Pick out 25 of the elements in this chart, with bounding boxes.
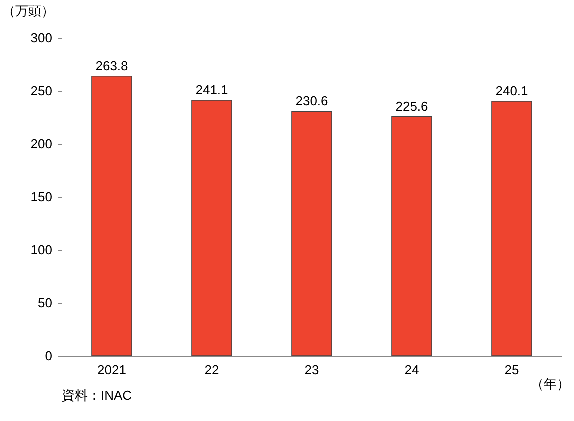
y-tick-label: 250 bbox=[30, 84, 52, 98]
data-label: 230.6 bbox=[296, 94, 328, 109]
data-label: 225.6 bbox=[396, 98, 428, 114]
bar bbox=[92, 76, 132, 356]
data-label: 241.1 bbox=[196, 82, 228, 98]
data-label: 263.8 bbox=[96, 58, 128, 74]
x-axis-title: （年） bbox=[531, 376, 570, 392]
y-tick-label: 50 bbox=[38, 296, 52, 310]
y-tick-label: 0 bbox=[45, 348, 52, 364]
x-tick-label: 23 bbox=[304, 362, 320, 378]
bar bbox=[192, 100, 232, 356]
y-tick-label: 150 bbox=[30, 190, 52, 204]
y-tick-label: 100 bbox=[30, 242, 52, 258]
y-tick-label: 200 bbox=[30, 136, 52, 152]
y-axis-title: （万頭） bbox=[2, 4, 54, 18]
text: 資料：INAC bbox=[62, 388, 132, 403]
bar bbox=[492, 101, 532, 356]
x-tick-label: 22 bbox=[204, 362, 220, 378]
x-tick-label: 2021 bbox=[98, 362, 126, 378]
y-tick-label: 300 bbox=[30, 30, 52, 46]
bar bbox=[392, 116, 432, 356]
bar bbox=[292, 111, 332, 356]
x-tick-label: 24 bbox=[404, 362, 420, 378]
x-tick-label: 25 bbox=[504, 362, 520, 378]
data-label: 240.1 bbox=[496, 83, 528, 98]
